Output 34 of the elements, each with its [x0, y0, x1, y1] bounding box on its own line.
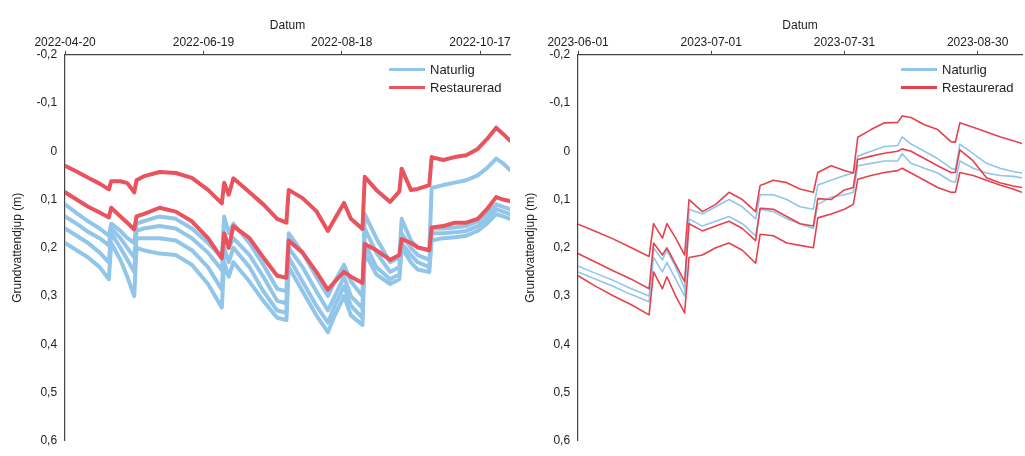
- x-tick-label: 2022-06-19: [172, 34, 235, 49]
- y-tick-label: 0,6: [553, 433, 571, 448]
- x-tick-label: 2022-04-20: [34, 34, 97, 49]
- y-tick-label: 0,4: [40, 336, 58, 351]
- legend-label: Naturlig: [942, 60, 987, 79]
- legend-label: Restaurerad: [430, 78, 502, 97]
- y-tick-label: -0,1: [549, 95, 571, 110]
- y-tick-label: 0,4: [553, 336, 571, 351]
- y-tick-label: 0,6: [40, 433, 58, 448]
- y-tick-label: 0,2: [553, 240, 571, 255]
- y-tick-label: 0,1: [553, 191, 571, 206]
- x-tick-label: 2022-08-18: [311, 34, 373, 49]
- y-axis-title: Grundvattendjup (m): [9, 192, 24, 303]
- x-tick-label: 2023-06-01: [547, 34, 610, 49]
- legend-label: Restaurerad: [942, 78, 1014, 97]
- x-tick-label: 2022-10-17: [449, 34, 512, 49]
- y-tick-label: 0,5: [553, 384, 571, 399]
- y-axis-title: Grundvattendjup (m): [522, 192, 537, 303]
- legend-label: Naturlig: [430, 60, 475, 79]
- y-tick-label: 0,3: [553, 288, 571, 303]
- y-tick-label: 0: [50, 143, 58, 158]
- y-tick-label: 0,2: [40, 240, 58, 255]
- y-tick-label: 0,1: [40, 191, 58, 206]
- y-tick-label: -0,2: [36, 47, 58, 62]
- y-tick-label: -0,2: [549, 47, 571, 62]
- y-tick-label: 0,5: [40, 384, 58, 399]
- y-tick-label: 0: [563, 143, 571, 158]
- x-tick-label: 2023-07-01: [680, 34, 743, 49]
- y-tick-label: 0,3: [40, 288, 58, 303]
- x-axis-title: Datum: [269, 17, 306, 32]
- x-tick-label: 2023-08-30: [946, 34, 1009, 49]
- x-tick-label: 2023-07-31: [813, 34, 876, 49]
- y-tick-label: -0,1: [36, 95, 58, 110]
- x-axis-title: Datum: [782, 17, 818, 32]
